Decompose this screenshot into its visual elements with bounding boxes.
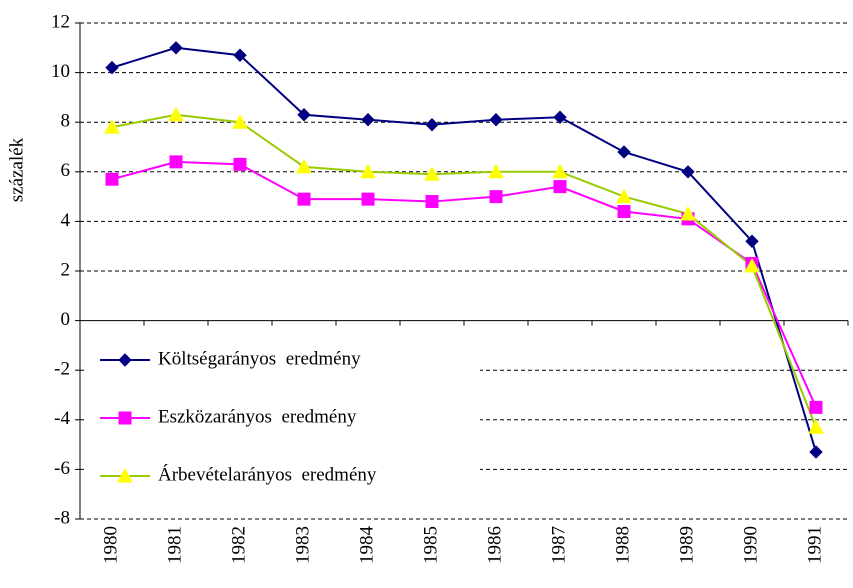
y-tick-label: 10	[51, 61, 70, 82]
data-point	[616, 188, 632, 204]
data-point	[425, 195, 439, 209]
data-point	[424, 166, 440, 181]
data-point	[104, 119, 120, 134]
data-point	[297, 108, 311, 122]
y-tick-label: 2	[61, 259, 71, 280]
series-line	[111, 46, 817, 453]
data-point	[617, 145, 631, 159]
data-point	[105, 60, 119, 75]
y-tick-label: -4	[54, 408, 70, 429]
x-tick-label: 1983	[292, 526, 313, 564]
y-tick-label: 4	[61, 210, 71, 231]
series-line	[111, 113, 817, 428]
x-tick-label: 1989	[676, 526, 697, 564]
x-tick-label: 1991	[804, 526, 825, 564]
data-point	[232, 114, 248, 129]
legend-label: Eszközarányos eredmény	[158, 406, 357, 427]
data-point	[553, 180, 567, 194]
data-point	[361, 113, 375, 127]
data-point	[233, 48, 247, 62]
legend-label: Árbevételarányos eredmény	[158, 463, 377, 485]
x-tick-label: 1982	[228, 526, 249, 564]
data-point	[168, 106, 184, 122]
y-tick-label: -6	[54, 458, 70, 479]
y-tick-label: -2	[54, 359, 70, 380]
data-point	[680, 205, 696, 221]
data-point	[425, 117, 439, 132]
x-tick-label: 1980	[100, 526, 121, 564]
legend	[85, 335, 480, 503]
x-tick-label: 1987	[548, 526, 569, 564]
data-point	[809, 445, 823, 459]
data-point	[489, 113, 503, 127]
data-point	[553, 110, 567, 124]
legend-label: Költségarányos eredmény	[158, 348, 361, 369]
x-tick-label: 1981	[164, 526, 185, 564]
data-point	[169, 41, 183, 55]
x-tick-label: 1986	[484, 526, 505, 564]
y-tick-label: 0	[61, 309, 71, 330]
data-point	[744, 257, 760, 273]
data-point	[233, 157, 247, 171]
x-tick-label: 1990	[740, 526, 761, 564]
legend-marker	[118, 411, 132, 425]
data-point	[105, 172, 119, 186]
data-point	[296, 158, 312, 174]
data-point	[681, 165, 695, 179]
data-point	[809, 400, 823, 414]
data-point	[488, 163, 504, 179]
data-point	[169, 155, 183, 169]
x-tick-label: 1988	[612, 526, 633, 564]
data-point	[552, 163, 568, 179]
y-tick-label: 12	[51, 11, 70, 32]
x-tick-label: 1984	[356, 526, 377, 565]
y-tick-label: 8	[61, 111, 71, 132]
y-tick-label: 6	[61, 160, 71, 181]
data-point	[361, 192, 375, 206]
y-axis-label: százalék	[6, 137, 27, 202]
y-tick-label: -8	[54, 507, 70, 528]
legend-marker	[118, 353, 132, 367]
data-point	[360, 163, 376, 179]
data-point	[297, 192, 311, 206]
data-point	[808, 419, 824, 434]
series-line	[111, 160, 817, 408]
data-point	[745, 234, 759, 248]
data-point	[489, 190, 503, 204]
data-point	[617, 204, 631, 218]
legend-marker	[117, 467, 133, 483]
x-tick-label: 1985	[420, 526, 441, 564]
